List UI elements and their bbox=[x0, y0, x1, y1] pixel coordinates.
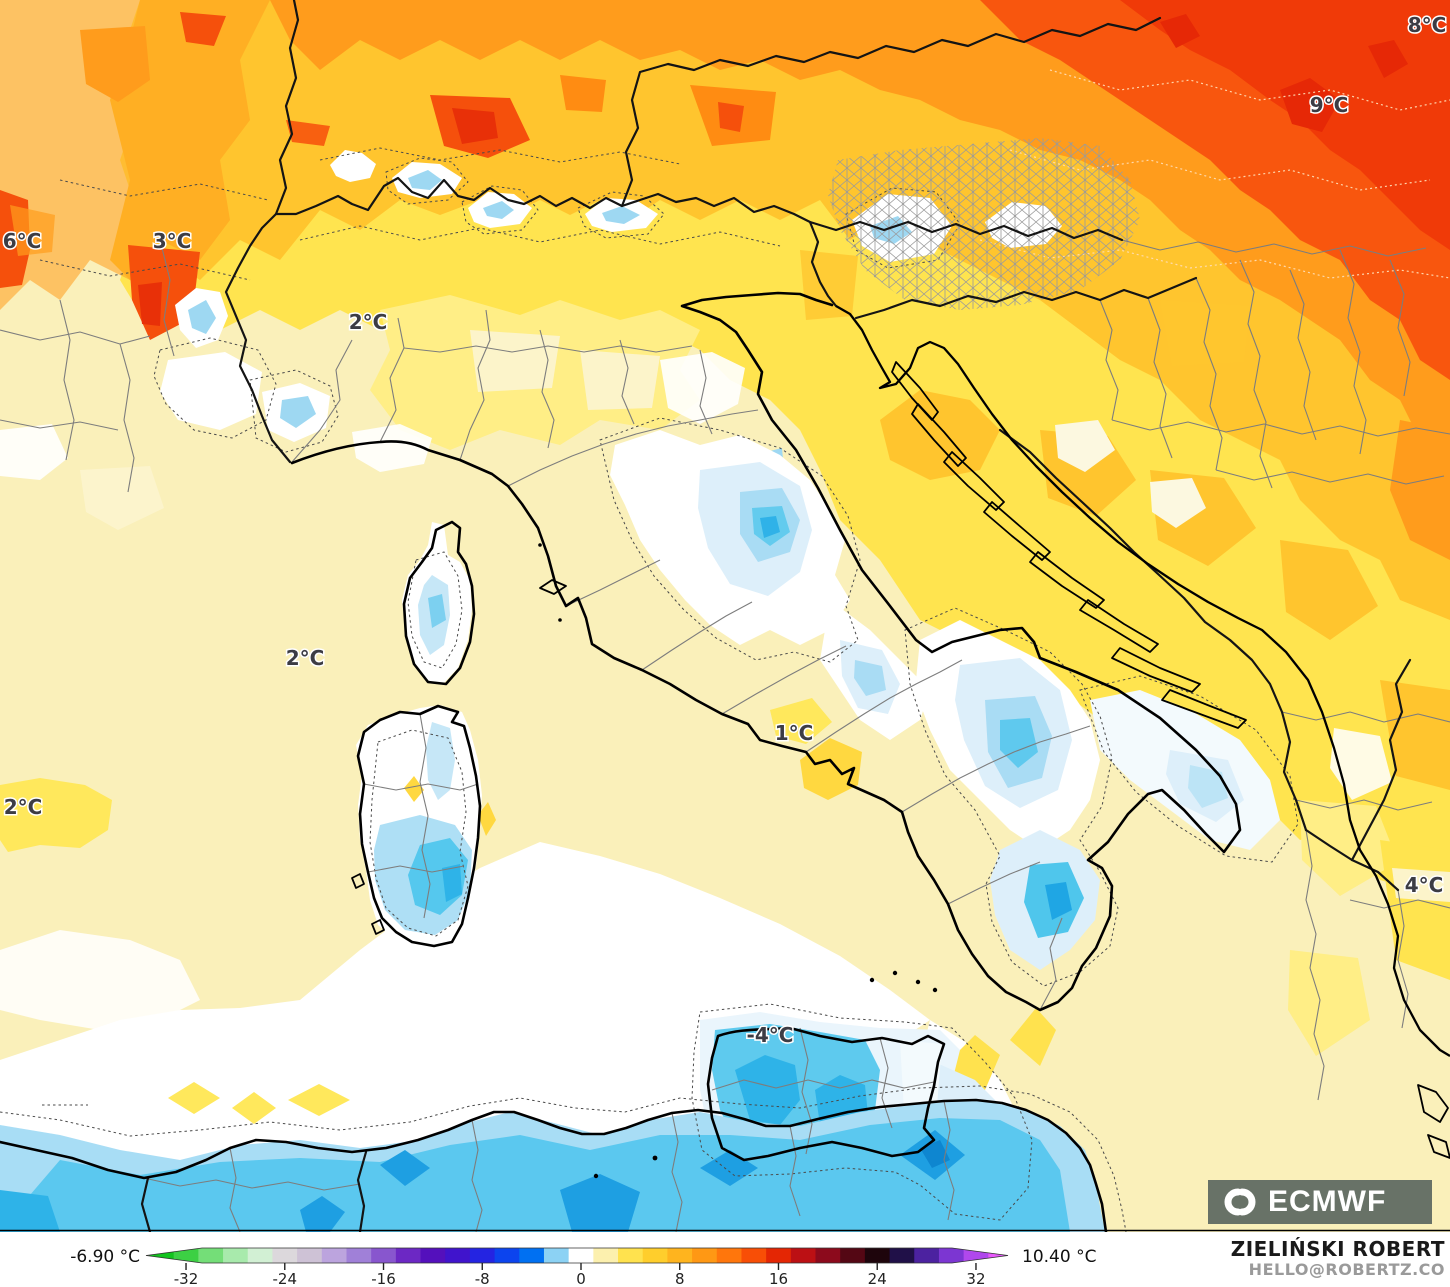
dense-borders-region bbox=[828, 138, 1140, 310]
colorbar-tick-label: 8 bbox=[675, 1270, 685, 1287]
colorbar-max-label: 10.40 °C bbox=[1022, 1247, 1096, 1267]
colorbar-segment bbox=[494, 1248, 520, 1263]
credit-contact: HELLO@ROBERTZ.CO bbox=[1248, 1260, 1445, 1279]
temp-label: 9°C bbox=[1310, 93, 1349, 117]
colorbar-segment bbox=[716, 1248, 742, 1263]
colorbar-segment bbox=[568, 1248, 594, 1263]
colorbar-segment bbox=[149, 1248, 175, 1263]
colorbar-tick-label: -32 bbox=[174, 1270, 199, 1287]
colorbar-tick-label: 24 bbox=[868, 1270, 887, 1287]
colorbar-segment bbox=[618, 1248, 644, 1263]
temp-label: 4°C bbox=[1405, 873, 1444, 897]
colorbar-tick-label: 32 bbox=[966, 1270, 985, 1287]
colorbar-min-label: -6.90 °C bbox=[70, 1247, 140, 1267]
temp-label: 8°C bbox=[1408, 13, 1447, 37]
colorbar-segment bbox=[741, 1248, 767, 1263]
colorbar-segment bbox=[519, 1248, 545, 1263]
colorbar-segment bbox=[864, 1248, 891, 1263]
colorbar-segment bbox=[395, 1248, 422, 1263]
colorbar: -32 -24 -16 -8 0 8 16 24 32 -6.90 °C 10.40 °C bbox=[70, 1247, 1096, 1287]
temp-label: 6°C bbox=[3, 229, 42, 253]
colorbar-tick-label: 16 bbox=[769, 1270, 788, 1287]
colorbar-segment bbox=[766, 1248, 792, 1263]
colorbar-segment bbox=[198, 1248, 224, 1263]
ecmwf-icon bbox=[1224, 1188, 1256, 1216]
colorbar-tick-label: -16 bbox=[371, 1270, 396, 1287]
temp-label: 2°C bbox=[4, 795, 43, 819]
colorbar-segment bbox=[420, 1248, 446, 1263]
colorbar-segment bbox=[297, 1248, 323, 1263]
colorbar-segment bbox=[988, 1248, 1008, 1263]
colorbar-segment bbox=[642, 1248, 668, 1263]
ecmwf-wordmark: ECMWF bbox=[1268, 1185, 1387, 1218]
colorbar-segment bbox=[321, 1248, 347, 1263]
colorbar-segment bbox=[223, 1248, 249, 1263]
small-islands bbox=[538, 543, 938, 1179]
colorbar-segment bbox=[790, 1248, 817, 1263]
temp-label: 1°C bbox=[775, 721, 814, 745]
temp-label: 3°C bbox=[153, 229, 192, 253]
colorbar-segment bbox=[815, 1248, 841, 1263]
colorbar-tick-label: -24 bbox=[273, 1270, 298, 1287]
colorbar-segment bbox=[346, 1248, 372, 1263]
temp-label: -4°C bbox=[747, 1023, 794, 1047]
temp-label: 2°C bbox=[349, 310, 388, 334]
credits: ZIELIŃSKI ROBERT HELLO@ROBERTZ.CO bbox=[1231, 1238, 1445, 1279]
colorbar-segment bbox=[914, 1248, 940, 1263]
colorbar-segment bbox=[938, 1248, 965, 1263]
colorbar-segment bbox=[445, 1248, 471, 1263]
colorbar-segment bbox=[469, 1248, 496, 1263]
colorbar-segment bbox=[272, 1248, 298, 1263]
colorbar-segment bbox=[692, 1248, 718, 1263]
colorbar-segment bbox=[247, 1248, 273, 1263]
colorbar-segment bbox=[840, 1248, 866, 1263]
colorbar-segment bbox=[543, 1248, 570, 1263]
anomaly-map: 8°C 9°C 6°C 3°C 2°C 2°C 2°C 1°C -4°C 4°C bbox=[0, 0, 1450, 1232]
colorbar-tick-label: 0 bbox=[576, 1270, 586, 1287]
credit-name: ZIELIŃSKI ROBERT bbox=[1230, 1237, 1445, 1261]
colorbar-segment bbox=[593, 1248, 619, 1263]
ecmwf-logo: ECMWF bbox=[1208, 1180, 1432, 1224]
colorbar-segment bbox=[889, 1248, 915, 1263]
temp-label: 2°C bbox=[286, 646, 325, 670]
colorbar-segment bbox=[371, 1248, 397, 1263]
colorbar-segment bbox=[173, 1248, 199, 1263]
colorbar-segment bbox=[667, 1248, 693, 1263]
colorbar-tick-label: -8 bbox=[475, 1270, 490, 1287]
